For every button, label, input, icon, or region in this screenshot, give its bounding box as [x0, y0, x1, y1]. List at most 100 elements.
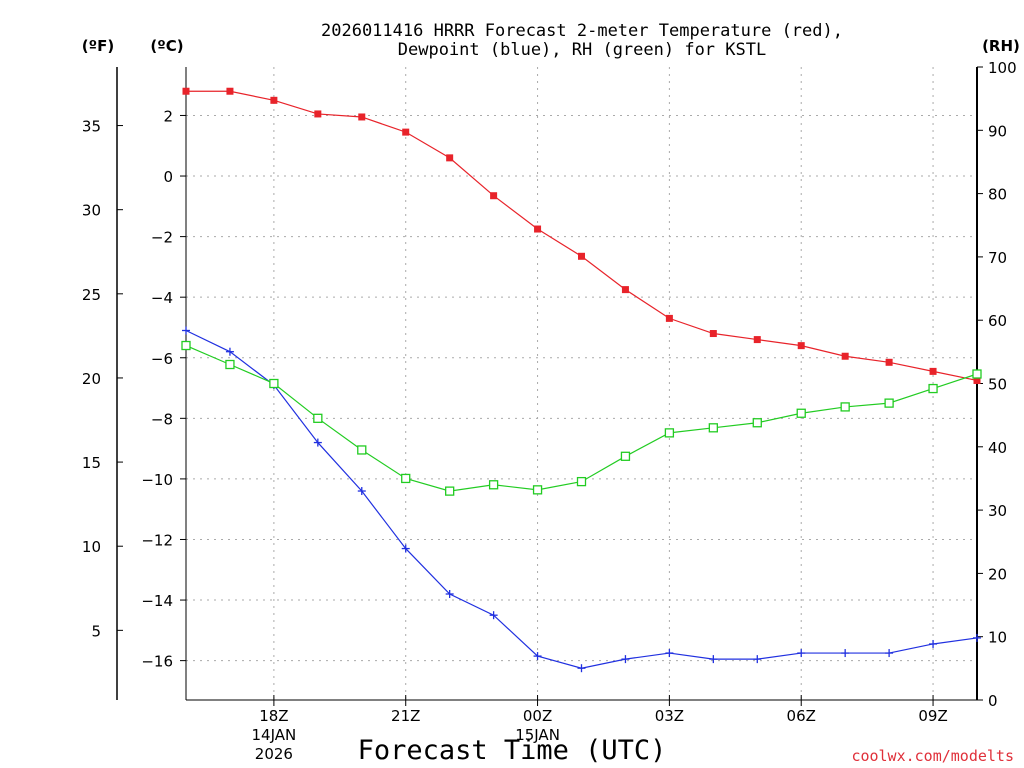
rh-tick-label: 60 — [988, 312, 1007, 330]
dewpoint-point — [225, 347, 234, 356]
celsius-tick-label: −8 — [151, 410, 173, 428]
dewpoint-point — [753, 655, 762, 664]
x-tick-label: 06Z — [787, 707, 816, 725]
celsius-tick-label: −12 — [141, 531, 173, 549]
temperature-point — [182, 87, 190, 95]
dewpoint-point — [577, 664, 586, 673]
rh-point — [181, 340, 191, 351]
celsius-tick-label: −14 — [141, 592, 173, 610]
fahrenheit-tick-label: 30 — [82, 202, 101, 220]
temperature-point — [929, 367, 937, 375]
dewpoint-point — [182, 326, 190, 335]
fahrenheit-tick-label: 25 — [82, 286, 101, 304]
rh-tick-label: 30 — [988, 502, 1007, 520]
dewpoint-point — [885, 649, 894, 658]
x-axis-label: Forecast Time (UTC) — [358, 735, 667, 766]
dewpoint-point — [973, 633, 981, 642]
dewpoint-point — [533, 652, 542, 661]
rh-point — [928, 383, 938, 394]
rh-point — [225, 359, 235, 370]
tick-labels: 20−2−4−6−8−10−12−14−16353025201510510090… — [82, 59, 1017, 763]
rh-tick-label: 90 — [988, 122, 1007, 140]
x-tick-date: 15JAN — [515, 726, 560, 744]
celsius-tick-label: −6 — [151, 350, 173, 368]
dewpoint-line — [185, 329, 978, 669]
rh-tick-label: 10 — [988, 629, 1007, 647]
dewpoint-point — [797, 649, 806, 658]
rh-tick-label: 50 — [988, 376, 1007, 394]
dewpoint-point — [489, 611, 498, 620]
rh-point — [357, 445, 367, 455]
rh-point — [620, 451, 631, 461]
x-tick-label: 09Z — [918, 707, 947, 725]
temperature-point — [709, 330, 717, 338]
x-tick-label: 03Z — [655, 707, 684, 725]
celsius-tick-label: 0 — [163, 168, 173, 186]
rh-point — [840, 402, 850, 412]
temperature-point — [797, 342, 805, 350]
x-tick-label: 00Z — [523, 707, 552, 725]
rh-tick-label: 0 — [988, 692, 998, 710]
x-tick-year: 2026 — [255, 745, 293, 763]
celsius-tick-label: −16 — [141, 653, 173, 671]
fahrenheit-tick-label: 20 — [82, 370, 101, 388]
temperature-point — [973, 376, 981, 384]
credit-link[interactable]: coolwx.com/modelts — [851, 747, 1014, 765]
fahrenheit-tick-label: 35 — [82, 118, 101, 136]
dewpoint-point — [621, 655, 630, 664]
temperature-point — [402, 128, 410, 136]
dewpoint-point — [929, 639, 938, 648]
temperature-point — [270, 96, 278, 104]
rh-point — [401, 473, 411, 484]
temperature-point — [621, 286, 629, 294]
rh-point — [313, 413, 323, 423]
fahrenheit-axis-unit: (ºF) — [82, 37, 114, 55]
data-series — [181, 87, 982, 673]
dewpoint-point — [841, 649, 850, 658]
temperature-point — [446, 154, 454, 162]
chart-title-line2: Dewpoint (blue), RH (green) for KSTL — [398, 40, 766, 60]
rh-point — [884, 398, 894, 408]
axes — [116, 66, 983, 706]
rh-axis-unit: (RH) — [982, 37, 1020, 55]
rh-point — [664, 428, 675, 438]
dewpoint-point — [709, 655, 718, 664]
temperature-point — [841, 352, 849, 360]
temperature-point — [226, 87, 234, 95]
celsius-tick-label: −2 — [151, 229, 173, 247]
dewpoint-point — [357, 487, 366, 496]
temperature-point — [534, 225, 542, 233]
rh-tick-label: 80 — [988, 186, 1007, 204]
rh-point — [752, 418, 762, 428]
dewpoint-point — [445, 589, 454, 598]
x-tick-date: 14JAN — [252, 726, 297, 744]
celsius-axis-unit: (ºC) — [150, 37, 183, 55]
chart-title-line1: 2026011416 HRRR Forecast 2-meter Tempera… — [321, 21, 843, 41]
rh-tick-label: 40 — [988, 439, 1007, 457]
rh-tick-label: 100 — [988, 59, 1017, 77]
fahrenheit-tick-label: 10 — [82, 538, 101, 556]
x-tick-label: 21Z — [391, 707, 420, 725]
temperature-point — [358, 113, 366, 121]
dewpoint-point — [665, 649, 674, 658]
rh-point — [972, 369, 982, 379]
rh-point — [445, 486, 455, 496]
gridlines — [186, 67, 977, 700]
temperature-line — [186, 90, 978, 382]
celsius-tick-label: 2 — [163, 107, 173, 125]
temperature-point — [885, 358, 893, 366]
celsius-tick-label: −10 — [141, 471, 173, 489]
temperature-point — [578, 252, 585, 260]
rh-tick-label: 20 — [988, 565, 1007, 583]
temperature-point — [665, 314, 673, 322]
rh-point — [532, 485, 543, 495]
rh-point — [488, 480, 499, 490]
celsius-tick-label: −4 — [151, 289, 173, 307]
dewpoint-point — [313, 438, 322, 447]
temperature-point — [753, 336, 761, 344]
temperature-point — [314, 110, 322, 118]
x-tick-label: 18Z — [259, 707, 288, 725]
rh-point — [708, 423, 718, 433]
fahrenheit-tick-label: 15 — [82, 454, 101, 472]
